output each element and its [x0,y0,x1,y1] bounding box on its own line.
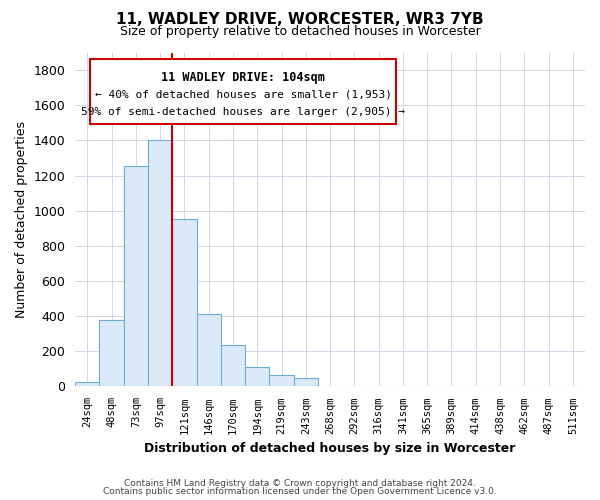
X-axis label: Distribution of detached houses by size in Worcester: Distribution of detached houses by size … [145,442,516,455]
Bar [172,220,197,386]
Text: Size of property relative to detached houses in Worcester: Size of property relative to detached ho… [119,25,481,38]
Text: Contains public sector information licensed under the Open Government Licence v3: Contains public sector information licen… [103,487,497,496]
Bar [293,378,318,386]
Bar [269,375,293,386]
Text: ← 40% of detached houses are smaller (1,953): ← 40% of detached houses are smaller (1,… [95,89,392,99]
FancyBboxPatch shape [91,59,397,124]
Text: 59% of semi-detached houses are larger (2,905) →: 59% of semi-detached houses are larger (… [82,106,406,117]
Bar [148,140,172,386]
Bar [197,314,221,386]
Bar [75,382,100,386]
Bar [221,345,245,387]
Text: 11 WADLEY DRIVE: 104sqm: 11 WADLEY DRIVE: 104sqm [161,71,325,84]
Bar [245,367,269,386]
Bar [124,166,148,386]
Bar [100,320,124,386]
Text: 11, WADLEY DRIVE, WORCESTER, WR3 7YB: 11, WADLEY DRIVE, WORCESTER, WR3 7YB [116,12,484,28]
Y-axis label: Number of detached properties: Number of detached properties [15,121,28,318]
Text: Contains HM Land Registry data © Crown copyright and database right 2024.: Contains HM Land Registry data © Crown c… [124,478,476,488]
